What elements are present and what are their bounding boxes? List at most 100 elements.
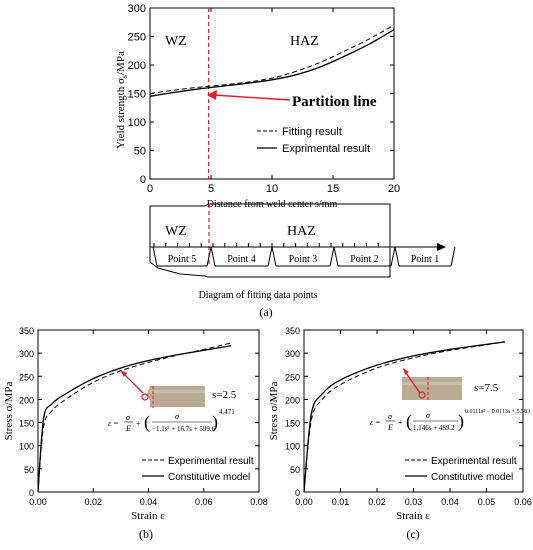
x-tick-label: 0.02	[368, 497, 386, 507]
diagram-axis-arrow	[437, 243, 446, 251]
point-bracket-left	[210, 246, 216, 267]
svg-text:1.146s + 489.2: 1.146s + 489.2	[413, 424, 455, 432]
series-fitting-result	[149, 24, 395, 94]
svg-text:σ: σ	[426, 411, 431, 420]
y-tick-label: 50	[24, 465, 34, 475]
tick-group-b: 0.00 0.02 0.04 0.06 0.08 0 50 100 150 200 250 300 35…	[19, 326, 268, 507]
series-constitutive-model-c	[303, 341, 505, 493]
svg-text:σ: σ	[175, 412, 180, 421]
point-bracket-right	[329, 246, 335, 267]
x-tick-label: 0.06	[514, 497, 532, 507]
svg-text:(: (	[144, 412, 150, 433]
svg-text:+: +	[136, 419, 141, 428]
partition-arrow-head	[207, 90, 217, 100]
x-tick-label: 0.08	[250, 497, 268, 507]
svg-text:+: +	[398, 418, 403, 427]
point-label: Point 3	[289, 254, 318, 265]
specimen-photo-b	[141, 386, 205, 408]
x-tick-label: 0.01	[332, 497, 350, 507]
pointer-arrowhead-c	[403, 368, 409, 375]
point-bracket-right	[450, 246, 456, 267]
x-tick-label: 0.03	[405, 497, 423, 507]
x-tick-label: 0.00	[295, 497, 313, 507]
y-tick-label: 350	[19, 326, 34, 336]
legend-label-b-exp: Experimental result	[168, 456, 254, 467]
legend-label-exprimental: Exprimental result	[282, 143, 370, 155]
y-tick-label: 300	[285, 349, 300, 359]
caption-a: (a)	[259, 305, 272, 319]
y-tick-label: 150	[19, 419, 34, 429]
y-tick-label: 150	[128, 89, 146, 101]
y-tick-label: 100	[128, 117, 146, 129]
region-label-wz: WZ	[165, 34, 187, 49]
legend-label-c-exp: Experimental result	[431, 456, 517, 467]
svg-text:σ: σ	[126, 413, 131, 422]
region-label-haz: HAZ	[290, 34, 319, 49]
partition-annotation: Partition line	[292, 94, 377, 110]
point-bracket-left	[394, 246, 400, 267]
point-label: Point 4	[227, 254, 256, 265]
svg-text:(: (	[406, 411, 412, 432]
series-exprimental-result	[149, 29, 395, 97]
svg-text:ε =: ε =	[370, 418, 381, 427]
svg-text:E: E	[125, 424, 131, 433]
svg-text:): )	[458, 411, 464, 432]
x-tick-label: 0.05	[478, 497, 496, 507]
annotation-s-c: s=7.5	[474, 382, 499, 394]
x-tick-label: 15	[327, 183, 339, 195]
svg-text:ε =: ε =	[108, 419, 119, 428]
y-tick-label: 150	[285, 419, 300, 429]
diagram-ticks	[153, 243, 379, 247]
point-bracket-left	[152, 246, 158, 267]
x-tick-label: 5	[208, 183, 214, 195]
y-tick-label: 0	[295, 488, 300, 498]
svg-text:0.0111s² − 0.0113s + 5.583: 0.0111s² − 0.0113s + 5.583	[465, 409, 530, 415]
annotation-s-b: s=2.5	[212, 389, 237, 401]
chart-c: 0.00 0.01 0.02 0.03 0.04 0.05 0.06 0 50 100 150 200…	[268, 326, 532, 522]
svg-text:σ: σ	[388, 412, 393, 421]
y-axis-label-b: Stress σ/MPa	[3, 381, 15, 440]
x-axis-label-c: Strain ε	[396, 510, 430, 522]
point-label: Point 1	[411, 254, 440, 265]
x-tick-label: 0.02	[84, 497, 102, 507]
y-tick-label: 350	[285, 326, 300, 336]
point-bracket-left	[271, 246, 277, 267]
pointer-arrowhead-b	[120, 370, 127, 377]
x-tick-label: 0	[147, 183, 153, 195]
specimen-photo-c	[402, 377, 462, 402]
point-label: Point 5	[168, 254, 197, 265]
y-tick-label: 250	[128, 32, 146, 44]
y-tick-label: 250	[285, 372, 300, 382]
legend-label-c-model: Constitutive model	[431, 472, 513, 483]
svg-text:4.471: 4.471	[219, 408, 235, 416]
diagram-label-haz: HAZ	[287, 224, 316, 239]
y-tick-label: 200	[19, 395, 34, 405]
y-axis-label-a: Yield strength σs/MPa	[115, 51, 129, 149]
point-bracket-left	[333, 246, 339, 267]
y-tick-label: 300	[19, 349, 34, 359]
y-tick-label: 50	[134, 146, 146, 158]
x-axis-label-b: Strain ε	[131, 510, 165, 522]
point-bracket-right	[267, 246, 273, 267]
point-bracket-right	[206, 246, 212, 267]
y-tick-label: 250	[19, 372, 34, 382]
pointer-arrow-c	[405, 372, 421, 394]
series-constitutive-model-b	[37, 345, 232, 493]
series-experimental-result-c	[303, 341, 505, 493]
caption-c: (c)	[406, 527, 419, 541]
x-tick-label: 0.04	[441, 497, 459, 507]
y-tick-label: 0	[140, 174, 146, 186]
y-tick-label: 200	[128, 60, 146, 72]
y-tick-label: 50	[290, 465, 300, 475]
pointer-arrow-b	[123, 373, 144, 394]
x-tick-label: 20	[388, 183, 400, 195]
fitting-diagram: WZ HAZ Point 5 Point 4 Point 3 Point 2 Point…	[149, 203, 456, 301]
x-tick-label: 0.06	[195, 497, 213, 507]
equation-c: ε = σ E + ( σ 1.146s + 489.2 ) 0.0111s² …	[370, 409, 530, 432]
y-tick-label: 100	[285, 442, 300, 452]
svg-text:): )	[212, 412, 218, 433]
chart-b: 0.00 0.02 0.04 0.06 0.08 0 50 100 150 200 250 300 35…	[3, 326, 268, 522]
